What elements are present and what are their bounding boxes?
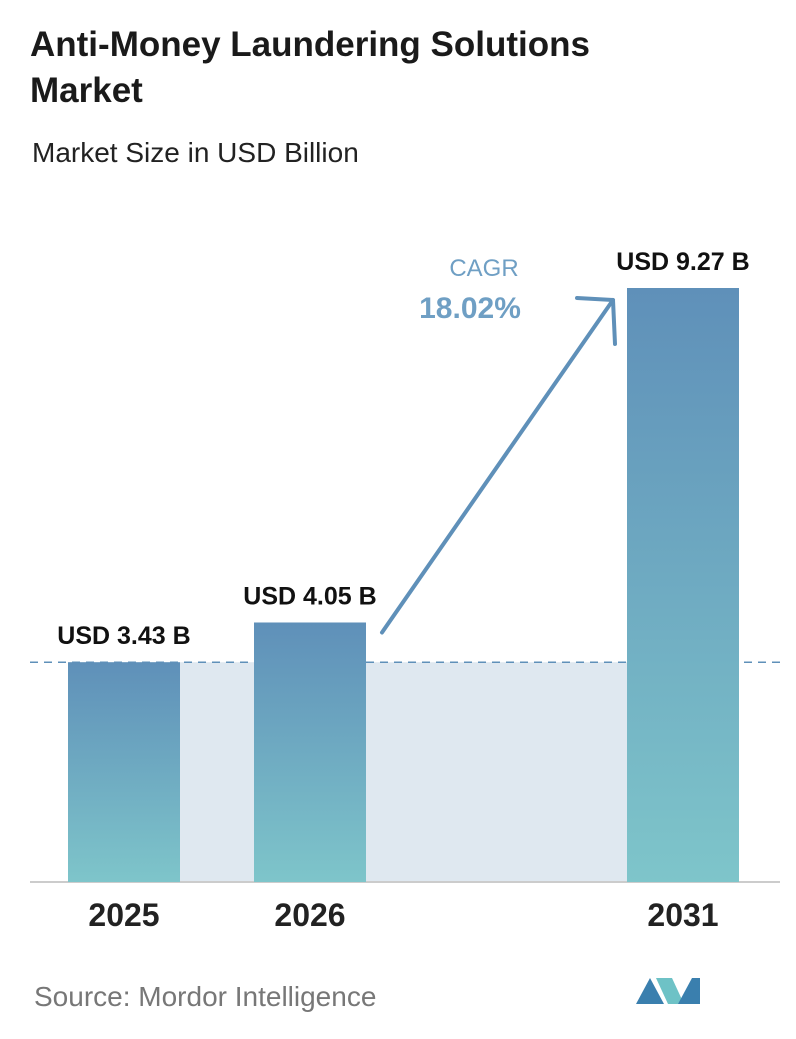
bar xyxy=(627,288,739,882)
source: Source: Mordor Intelligence xyxy=(34,981,376,1012)
x-tick-label: 2026 xyxy=(274,897,345,933)
x-tick-label: 2025 xyxy=(88,897,159,933)
cagr-value: 18.02% xyxy=(419,292,521,325)
value-label: USD 4.05 B xyxy=(243,582,376,610)
cagr-arrow xyxy=(380,298,615,635)
chart-title: Anti-Money Laundering Solutions Market xyxy=(30,25,590,110)
bar xyxy=(254,622,366,882)
chart-subtitle: Market Size in USD Billion xyxy=(32,137,359,168)
value-label: USD 3.43 B xyxy=(57,622,190,650)
logo xyxy=(636,978,700,1004)
bar xyxy=(68,662,180,882)
cagr-label: CAGR xyxy=(449,255,518,282)
title-box: Anti-Money Laundering Solutions Market xyxy=(30,25,590,110)
value-label: USD 9.27 B xyxy=(616,248,749,276)
cagr-arrowhead xyxy=(575,296,617,346)
x-tick-label: 2031 xyxy=(647,897,718,933)
